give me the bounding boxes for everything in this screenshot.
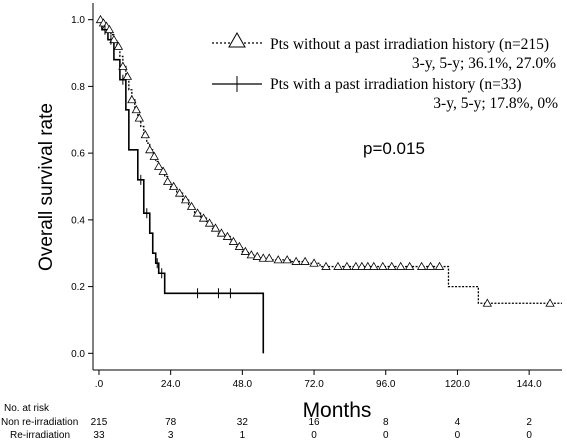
risk-table-title: No. at risk — [4, 403, 50, 414]
risk-value: 33 — [93, 430, 105, 440]
censor-mark-triangle — [300, 256, 310, 265]
risk-table: No. at risk Non re-irradiation Re-irradi… — [1, 403, 532, 440]
censor-mark-triangle — [333, 261, 343, 270]
censor-mark-triangle — [387, 261, 397, 270]
tick-labels: 0.0 0.2 0.4 0.6 0.8 1.0 .0 24.0 48.0 72.0 96.0 120.… — [71, 15, 542, 390]
y-tick-label: 0.0 — [71, 349, 85, 360]
x-tick-label: 144.0 — [517, 379, 542, 390]
censor-mark-triangle — [216, 228, 227, 237]
risk-value: 0 — [383, 430, 389, 440]
censor-mark-triangle — [131, 104, 142, 114]
x-tick-label: 48.0 — [233, 379, 253, 390]
risk-value: 0 — [455, 430, 461, 440]
censor-mark-triangle — [434, 261, 445, 270]
censor-mark-triangle — [145, 144, 155, 154]
y-tick-label: 0.2 — [71, 282, 85, 293]
censor-mark-triangle — [351, 261, 361, 270]
censor-mark-triangle — [168, 181, 179, 190]
x-axis-title: Months — [303, 399, 372, 422]
censor-mark-triangle — [162, 176, 173, 185]
x-tick-label: 24.0 — [161, 379, 181, 390]
risk-value: 1 — [240, 430, 246, 440]
censor-mark-triangle — [282, 255, 292, 264]
x-tick-label: 72.0 — [304, 379, 324, 390]
censor-mark-triangle — [210, 223, 221, 232]
legend-label-reirradiation: Pts with a past irradiation history (n=3… — [270, 76, 522, 93]
censor-mark-triangle — [134, 113, 144, 122]
censor-mark-triangle — [234, 241, 245, 250]
y-tick-label: 0.4 — [71, 215, 85, 226]
y-tick-label: 1.0 — [71, 15, 85, 26]
censor-mark-triangle — [321, 261, 331, 270]
risk-value: 0 — [526, 430, 532, 440]
legend-label-non-reirradiation: Pts without a past irradiation history (… — [270, 36, 549, 53]
risk-value: 3 — [168, 430, 174, 440]
censor-mark-triangle — [309, 258, 319, 267]
censor-mark-triangle — [252, 251, 262, 260]
censor-mark-triangle — [180, 195, 191, 204]
risk-values: 215 78 32 16 8 4 233 3 1 0 0 0 0 — [91, 417, 533, 440]
censor-mark-triangle — [425, 261, 436, 270]
risk-value: 16 — [308, 417, 320, 428]
x-tick-label: 120.0 — [445, 379, 470, 390]
risk-value: 215 — [91, 417, 108, 428]
x-tick-label: .0 — [95, 379, 104, 390]
censor-mark-triangle — [192, 208, 203, 217]
censor-mark-triangle — [198, 213, 209, 222]
censor-mark-triangle — [222, 231, 233, 240]
censor-mark-triangle — [174, 188, 185, 197]
legend-triangle-icon — [228, 31, 246, 48]
risk-value: 78 — [165, 417, 177, 428]
risk-value: 2 — [526, 417, 532, 428]
censor-mark-triangle — [378, 261, 388, 270]
censor-mark-triangle — [158, 166, 168, 175]
censor-mark-triangle — [140, 129, 150, 139]
censor-mark-triangle — [395, 261, 406, 270]
risk-row-label-reirradiation: Re-irradiation — [10, 430, 70, 440]
legend-detail-non-reirradiation: 3-y, 5-y; 36.1%, 27.0% — [412, 55, 556, 72]
legend: Pts without a past irradiation history (… — [212, 31, 558, 112]
y-tick-label: 0.8 — [71, 82, 85, 93]
y-axis-title: Overall survival rate — [36, 103, 57, 271]
y-tick-label: 0.6 — [71, 149, 85, 160]
risk-value: 32 — [237, 417, 249, 428]
risk-value: 4 — [455, 417, 461, 428]
censor-mark-triangle — [357, 261, 367, 270]
censor-mark-triangle — [264, 253, 274, 262]
censor-mark-triangle — [482, 298, 493, 307]
censor-mark-triangle — [416, 261, 427, 270]
censor-mark-triangle — [291, 256, 301, 265]
censor-mark-triangle — [240, 246, 251, 255]
censor-mark-triangle — [127, 94, 137, 104]
censor-mark-triangle — [342, 261, 352, 270]
censor-mark-triangle — [122, 71, 133, 80]
x-tick-label: 96.0 — [376, 379, 396, 390]
censor-mark-triangle — [246, 250, 257, 259]
censor-mark-triangle — [113, 41, 124, 50]
risk-row-label-non-reirradiation: Non re-irradiation — [1, 417, 78, 428]
censor-mark-triangle — [404, 261, 415, 270]
censor-mark-triangle — [109, 34, 119, 44]
ticks — [88, 19, 530, 375]
censor-mark-triangle — [104, 24, 115, 34]
censor-mark-triangle — [118, 61, 128, 70]
p-value-annotation: p=0.015 — [363, 139, 425, 158]
censor-mark-triangle — [149, 151, 159, 160]
censor-mark-triangle — [545, 298, 555, 307]
censor-markers — [95, 14, 555, 307]
risk-value: 0 — [311, 430, 317, 440]
censor-mark-triangle — [363, 261, 373, 270]
censor-mark-triangle — [228, 236, 239, 245]
censor-mark-triangle — [273, 255, 283, 264]
censor-mark-triangle — [186, 201, 197, 210]
legend-detail-reirradiation: 3-y, 5-y; 17.8%, 0% — [433, 95, 558, 112]
censor-mark-triangle — [154, 161, 164, 170]
censor-mark-triangle — [204, 218, 215, 227]
censor-mark-triangle — [369, 261, 379, 270]
censor-mark-triangle — [258, 253, 268, 262]
risk-value: 8 — [383, 417, 389, 428]
